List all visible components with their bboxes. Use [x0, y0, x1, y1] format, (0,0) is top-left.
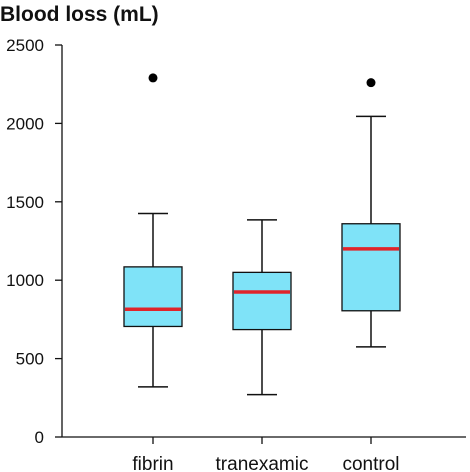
x-tick-label: tranexamic	[216, 454, 309, 472]
y-tick-label: 0	[35, 428, 44, 447]
iqr-box	[232, 271, 292, 331]
x-tick-label: control	[342, 454, 399, 472]
outlier-point	[148, 73, 158, 83]
y-tick-label: 2000	[6, 114, 44, 133]
outlier-point	[366, 78, 376, 88]
iqr-box	[123, 266, 183, 328]
y-tick-label: 2500	[6, 36, 44, 55]
plot-area: 0 500 1000 1500 2000 2500 fibrin tranexamic cont…	[6, 36, 466, 472]
box-control	[341, 78, 401, 348]
box-fibrin	[123, 73, 183, 388]
chart-title: Blood loss (mL)	[0, 3, 159, 26]
y-tick-label: 500	[16, 350, 44, 369]
box-tranexamic	[232, 219, 292, 396]
iqr-box	[341, 223, 401, 312]
x-tick-label: fibrin	[132, 454, 173, 472]
y-tick-label: 1500	[6, 193, 44, 212]
y-tick-label: 1000	[6, 271, 44, 290]
